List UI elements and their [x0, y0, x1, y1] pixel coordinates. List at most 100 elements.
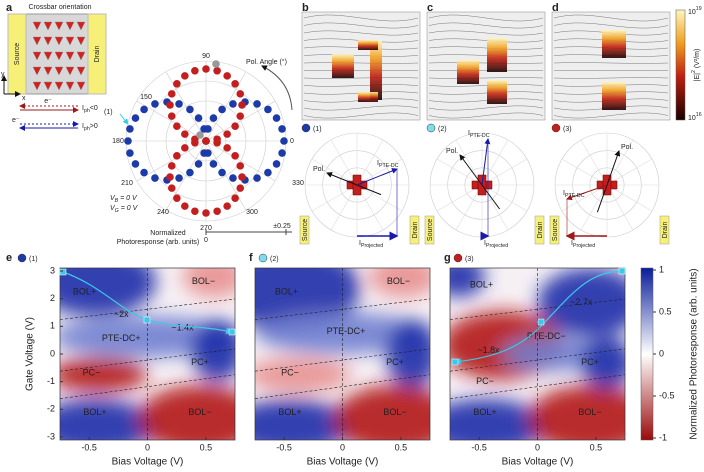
heatmap-blob — [60, 268, 157, 317]
blue-point — [229, 100, 237, 108]
streamline — [553, 14, 669, 22]
text-part: I — [468, 130, 470, 137]
blue-point — [278, 125, 286, 133]
region-label: ~2.7x — [570, 297, 593, 307]
text-part: PTE-DC — [565, 193, 585, 199]
heatmap-blob — [581, 336, 625, 389]
region-label: BOL+ — [473, 407, 496, 417]
x-tick-label: -0.5 — [276, 442, 292, 452]
red-point — [223, 130, 231, 138]
red-point — [167, 184, 176, 192]
red-point — [173, 194, 181, 202]
tag-arrow — [119, 113, 129, 125]
region-label: ~2x — [114, 309, 129, 319]
text-part: ph — [84, 108, 90, 114]
polar-spoke — [205, 71, 247, 142]
x-tick-label: 0.5 — [590, 442, 603, 452]
region-label: PC+ — [191, 357, 209, 367]
polar-spoke — [205, 140, 247, 211]
streamline — [428, 98, 544, 103]
crossbar-cell — [65, 51, 75, 61]
red-point — [213, 207, 221, 216]
bias-label: VB = 0 V — [110, 195, 138, 205]
panel-letter: e — [6, 252, 12, 264]
region-label: BOL+ — [73, 286, 96, 296]
streamline — [303, 30, 419, 36]
state-tag: (3) — [465, 256, 474, 263]
streamline — [428, 84, 544, 87]
streamline — [428, 38, 544, 43]
crossbar-cell — [43, 81, 53, 91]
x-tick-label: 0 — [145, 442, 150, 452]
region-label: BOL+ — [470, 280, 493, 290]
streamline — [428, 105, 544, 111]
crossbar-cell — [76, 36, 86, 46]
source-label: Source — [14, 43, 21, 65]
crossbar-cell — [65, 36, 75, 46]
text-part: G — [115, 208, 119, 214]
blue-point — [126, 149, 134, 157]
blue-point — [253, 174, 261, 182]
region-label: PC+ — [581, 357, 599, 367]
crossbar-cell — [32, 81, 42, 91]
hot-spot — [457, 60, 479, 84]
streamline — [303, 105, 419, 111]
drain-label: Drain — [94, 46, 101, 63]
field-colorbar — [675, 9, 686, 121]
heatmap-blob — [450, 398, 547, 440]
blue-point — [200, 125, 208, 133]
red-point — [213, 138, 221, 147]
blue-point — [218, 105, 226, 114]
region-boundary — [450, 348, 625, 372]
red-point — [202, 137, 210, 145]
red-point — [213, 66, 221, 75]
panel-letter: g — [444, 252, 451, 264]
red-point — [231, 152, 239, 160]
red-point — [181, 144, 189, 152]
crossbar-cell — [32, 36, 42, 46]
trajectory-point — [618, 267, 626, 275]
text-part: V — [110, 205, 116, 212]
y-tick-label: -1 — [47, 376, 55, 386]
text-part: 10 — [688, 115, 696, 122]
state-marker — [258, 253, 268, 263]
x-tick-label: 0.5 — [395, 442, 408, 452]
state-marker — [453, 253, 463, 263]
field-map — [426, 11, 546, 121]
streamline — [428, 30, 544, 36]
x-axis-label: Bias Voltage (V) — [112, 457, 184, 468]
heatmap-blob — [138, 384, 235, 440]
red-point — [223, 202, 231, 210]
streamline — [303, 14, 419, 22]
panel-letter: b — [302, 2, 309, 14]
state-tag: (3) — [563, 126, 572, 133]
hot-spot — [487, 38, 507, 72]
angle-label: 0 — [290, 138, 294, 145]
heatmap-blob — [537, 268, 625, 337]
text-part: 19 — [696, 6, 702, 12]
axis-x-label: x — [22, 95, 26, 102]
current-label: IPTE-DC — [563, 190, 585, 200]
region-boundary — [60, 298, 235, 320]
source-label: Source — [427, 219, 434, 241]
region-label: ~1.8x — [477, 345, 500, 355]
angle-arrow — [261, 65, 293, 111]
hot-spot — [358, 92, 378, 102]
region-label: BOL− — [387, 276, 410, 286]
region-label: PC+ — [386, 357, 404, 367]
streamline — [303, 54, 419, 57]
radial-title: Normalized — [150, 230, 186, 237]
text-part: = 0 V — [118, 195, 138, 202]
red-point — [167, 90, 176, 98]
y-tick-label: 3 — [50, 265, 55, 275]
streamline — [303, 62, 419, 64]
crossbar-cell — [76, 21, 86, 31]
red-point — [231, 194, 239, 202]
blue-point — [264, 105, 272, 114]
crossbar-cell — [43, 36, 53, 46]
heatmap-blobs — [450, 268, 625, 440]
current-arrow — [356, 168, 398, 186]
red-point — [173, 122, 181, 130]
drain-label: Drain — [412, 222, 419, 239]
panel-letter: f — [249, 252, 253, 264]
